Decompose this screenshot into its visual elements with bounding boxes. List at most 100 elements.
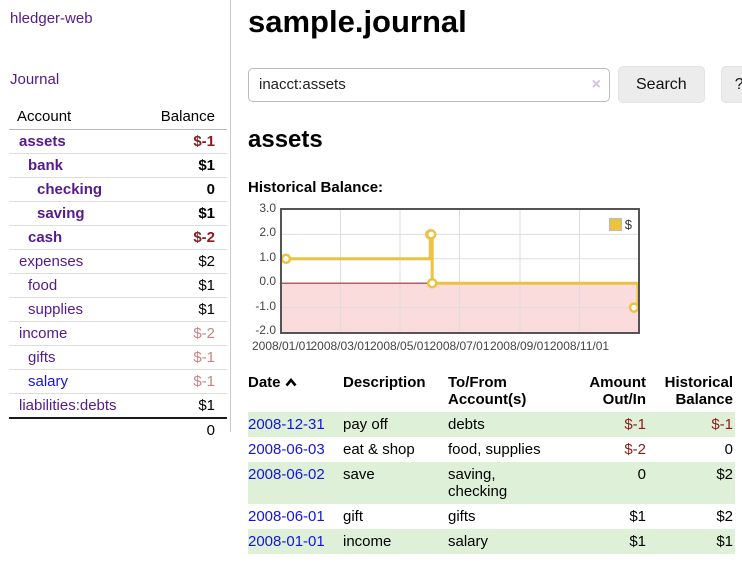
sort-ascending-icon: [285, 377, 297, 387]
account-balance: $-1: [143, 369, 227, 394]
sidebar-account-link-supplies[interactable]: supplies: [28, 301, 84, 318]
transaction-date-link[interactable]: 2008-06-02: [248, 466, 325, 483]
transaction-balance: $1: [716, 533, 733, 550]
clear-search-icon[interactable]: ×: [591, 75, 601, 93]
transaction-accounts: gifts: [448, 508, 476, 525]
sidebar-account-link-salary[interactable]: salary: [28, 373, 69, 390]
sidebar-account-link-food[interactable]: food: [28, 277, 58, 294]
account-row: cash $-2: [9, 225, 227, 250]
account-balance: $1: [143, 273, 227, 298]
chart-legend: $: [607, 216, 633, 233]
transaction-balance: $2: [716, 466, 733, 483]
account-column-header: Account: [9, 104, 144, 130]
main-content: sample.journal × Search ? assets Histori…: [231, 0, 742, 582]
account-balance: $1: [143, 201, 227, 226]
x-axis-tick-label: 2008/01/01: [251, 339, 313, 353]
account-balance: 0: [143, 177, 227, 202]
sidebar: hledger-web Journal Account Balance asse…: [0, 0, 231, 582]
y-axis-tick-label: 0.0: [259, 274, 276, 289]
transaction-description: save: [343, 466, 375, 483]
account-heading: assets: [248, 126, 323, 153]
chart-title: Historical Balance:: [248, 179, 384, 196]
transaction-accounts: debts: [448, 416, 485, 433]
transaction-amount: $-2: [624, 441, 646, 458]
account-row: supplies $1: [9, 297, 227, 322]
account-balance: $-2: [143, 225, 227, 250]
register-row: 2008-12-31 pay off debts $-1 $-1: [248, 412, 735, 437]
x-axis-tick-label: 2008/09/01: [489, 339, 550, 353]
sidebar-account-link-checking[interactable]: checking: [37, 181, 103, 198]
accounts-total-value: 0: [143, 417, 227, 442]
register-table: Date Description To/From Account(s) Amou…: [248, 370, 735, 554]
register-row: 2008-06-03 eat & shop food, supplies $-2 0: [248, 437, 735, 462]
sidebar-account-link-bank[interactable]: bank: [28, 157, 64, 174]
y-axis-tick-label: 2.0: [259, 225, 276, 240]
x-axis-tick-label: 2008/05/01: [369, 339, 431, 353]
account-row: assets $-1: [9, 129, 227, 154]
transaction-date-link[interactable]: 2008-12-31: [248, 416, 325, 433]
transaction-balance: 0: [724, 441, 733, 458]
x-axis-tick-label: 2008/11/01: [549, 339, 610, 353]
account-row: saving $1: [9, 201, 227, 226]
x-axis-tick-label: 2008/03/01: [310, 339, 371, 353]
account-row: gifts $-1: [9, 345, 227, 370]
search-button[interactable]: Search: [618, 66, 705, 103]
account-row: bank $1: [9, 153, 227, 178]
transaction-description: gift: [343, 508, 364, 525]
legend-label: $: [624, 217, 632, 232]
sidebar-account-link-income[interactable]: income: [19, 325, 68, 342]
account-balance: $1: [143, 153, 227, 178]
sidebar-account-link-assets[interactable]: assets: [19, 133, 66, 150]
balance-column-header-main: Historical Balance: [664, 374, 733, 408]
transaction-amount: $1: [629, 508, 646, 525]
account-tree-table: Account Balance assets $-1 bank $1 checking 0…: [9, 104, 227, 442]
register-header-row: Date Description To/From Account(s) Amou…: [248, 370, 735, 412]
y-axis-tick-label: 1.0: [259, 249, 276, 264]
account-balance: $1: [143, 297, 227, 322]
transaction-accounts: food, supplies: [448, 441, 541, 458]
transaction-balance: $2: [716, 508, 733, 525]
sidebar-account-link-liabilities-debts[interactable]: liabilities:debts: [19, 397, 117, 414]
balance-column-header: Balance: [143, 104, 227, 130]
sidebar-account-link-expenses[interactable]: expenses: [19, 253, 84, 270]
date-column-header[interactable]: Date: [248, 370, 343, 412]
transaction-balance: $-1: [711, 416, 733, 433]
transaction-accounts: salary: [448, 533, 489, 550]
accounts-column-header: To/From Account(s): [448, 374, 527, 408]
account-row: income $-2: [9, 321, 227, 346]
balance-chart: $ 3.0 2.0 1.0 0.0 -1.0 -2.0 2008/01/01 2008/03/…: [248, 201, 742, 356]
register-row: 2008-06-02 save saving, checking 0 $2: [248, 462, 735, 504]
account-balance: $1: [143, 393, 227, 419]
transaction-amount: 0: [637, 466, 646, 483]
account-balance: $-1: [143, 129, 227, 154]
y-axis-tick-label: -1.0: [255, 298, 276, 313]
sidebar-account-link-saving[interactable]: saving: [37, 205, 85, 222]
x-axis-tick-label: 2008/07/01: [429, 339, 490, 353]
transaction-date-link[interactable]: 2008-06-03: [248, 441, 325, 458]
sidebar-account-link-cash[interactable]: cash: [28, 229, 63, 246]
account-balance: $2: [143, 249, 227, 274]
search-input[interactable]: [248, 67, 610, 102]
register-row: 2008-01-01 income salary $1 $1: [248, 529, 735, 554]
amount-column-header: Amount Out/In: [589, 374, 646, 408]
description-column-header: Description: [343, 374, 426, 391]
account-row: expenses $2: [9, 249, 227, 274]
transaction-date-link[interactable]: 2008-01-01: [248, 533, 325, 550]
account-row: liabilities:debts $1: [9, 393, 227, 419]
sidebar-account-link-gifts[interactable]: gifts: [28, 349, 56, 366]
chart-plot-area: $: [280, 208, 640, 334]
transaction-amount: $1: [629, 533, 646, 550]
sidebar-item-journal[interactable]: Journal: [10, 71, 60, 88]
page-title: sample.journal: [248, 4, 467, 39]
transaction-amount: $-1: [624, 416, 646, 433]
search-form: × Search ?: [248, 66, 742, 103]
brand-link[interactable]: hledger-web: [10, 10, 93, 27]
y-axis-tick-label: 3.0: [259, 201, 276, 215]
account-balance: $-2: [143, 321, 227, 346]
transaction-date-link[interactable]: 2008-06-01: [248, 508, 325, 525]
sidebar-divider: [230, 0, 231, 432]
help-button[interactable]: ?: [720, 66, 742, 103]
transaction-description: pay off: [343, 416, 388, 433]
y-axis-tick-label: -2.0: [255, 323, 276, 337]
